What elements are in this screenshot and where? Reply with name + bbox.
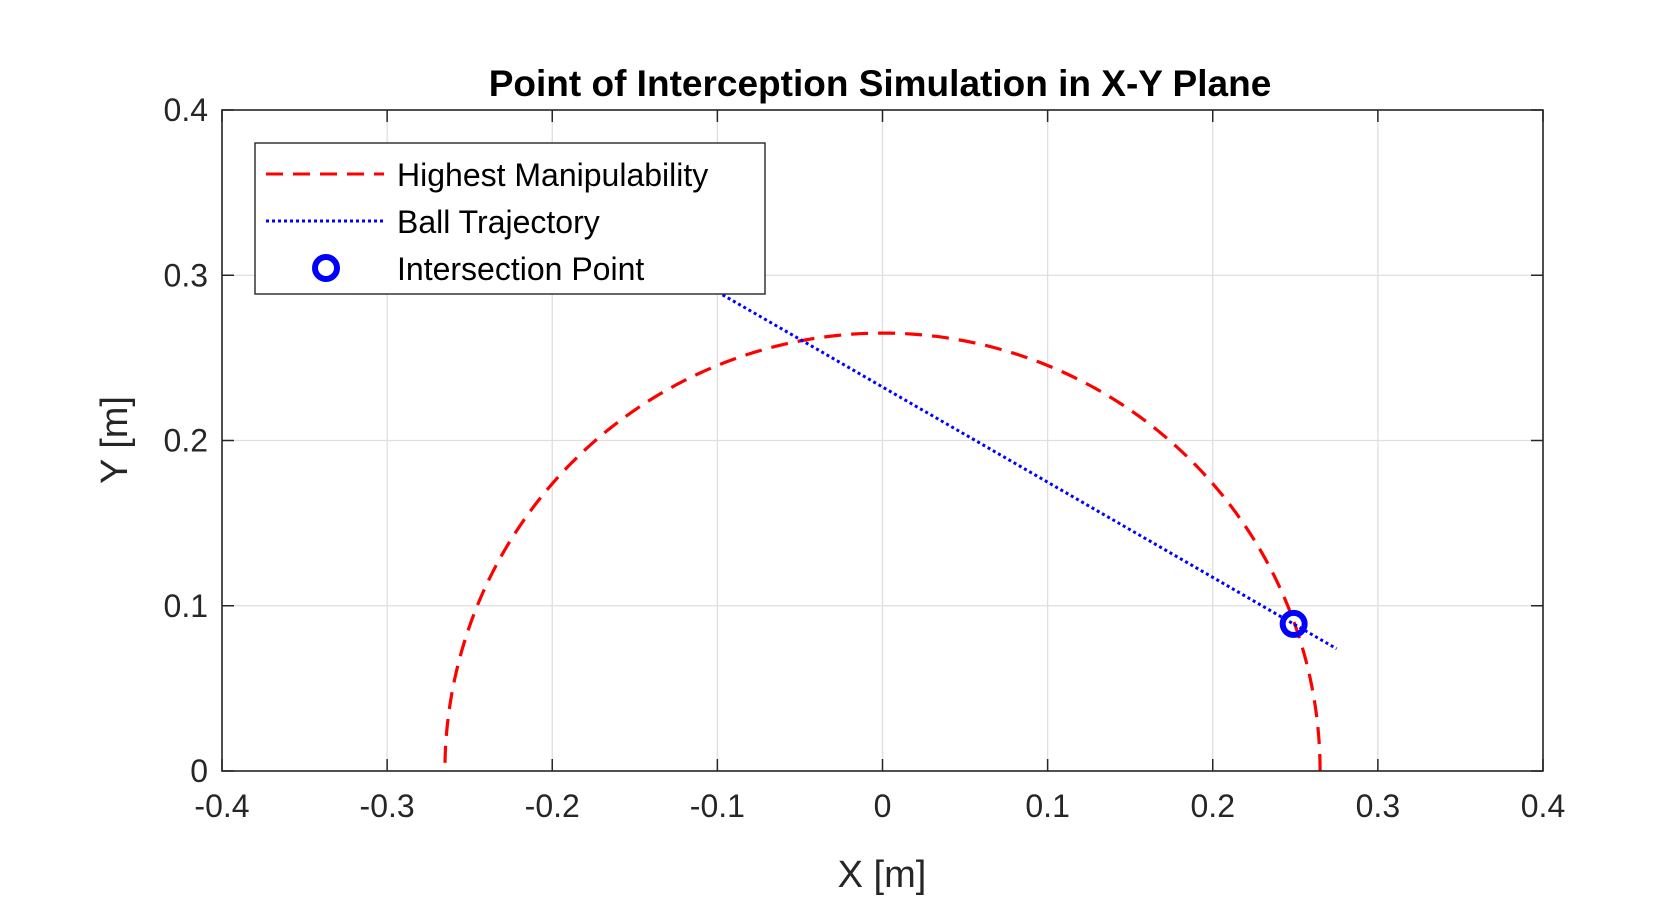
series-layer [443, 290, 1338, 772]
y-tick-labels: 0 0.1 0.2 0.3 0.4 [164, 92, 208, 789]
x-axis-label: X [m] [838, 854, 927, 896]
y-tick-label: 0 [190, 753, 208, 789]
y-tick-label: 0.2 [164, 423, 208, 459]
x-tick-label: 0.2 [1191, 788, 1235, 824]
series-highest-manipulability [443, 331, 1322, 772]
x-tick-label: 0.1 [1025, 788, 1069, 824]
axes-box [221, 109, 1544, 772]
y-tick-label: 0.4 [164, 92, 208, 128]
x-tick-label: 0.4 [1521, 788, 1565, 824]
intersection-point-marker [1279, 609, 1308, 638]
x-tick-label: 0 [874, 788, 892, 824]
legend-box [254, 142, 766, 295]
legend: Highest Manipulability Ball Trajectory I… [254, 142, 766, 295]
legend-label-highest-manipulability: Highest Manipulability [397, 157, 708, 193]
chart-title: Point of Interception Simulation in X-Y … [489, 63, 1272, 104]
x-tick-label: -0.1 [690, 788, 745, 824]
legend-swatch-intersection-point [312, 254, 340, 282]
x-tick-label: 0.3 [1356, 788, 1400, 824]
x-tick-label: -0.3 [360, 788, 415, 824]
series-ball-trajectory [716, 290, 1338, 651]
legend-label-ball-trajectory: Ball Trajectory [397, 204, 600, 240]
x-tick-labels: -0.4 -0.3 -0.2 -0.1 0 0.1 0.2 0.3 0.4 [194, 788, 1565, 824]
y-tick-label: 0.1 [164, 588, 208, 624]
legend-label-intersection-point: Intersection Point [397, 251, 644, 287]
y-axis-label: Y [m] [94, 396, 136, 484]
x-tick-label: -0.4 [194, 788, 249, 824]
x-tick-label: -0.2 [525, 788, 580, 824]
y-tick-label: 0.3 [164, 257, 208, 293]
